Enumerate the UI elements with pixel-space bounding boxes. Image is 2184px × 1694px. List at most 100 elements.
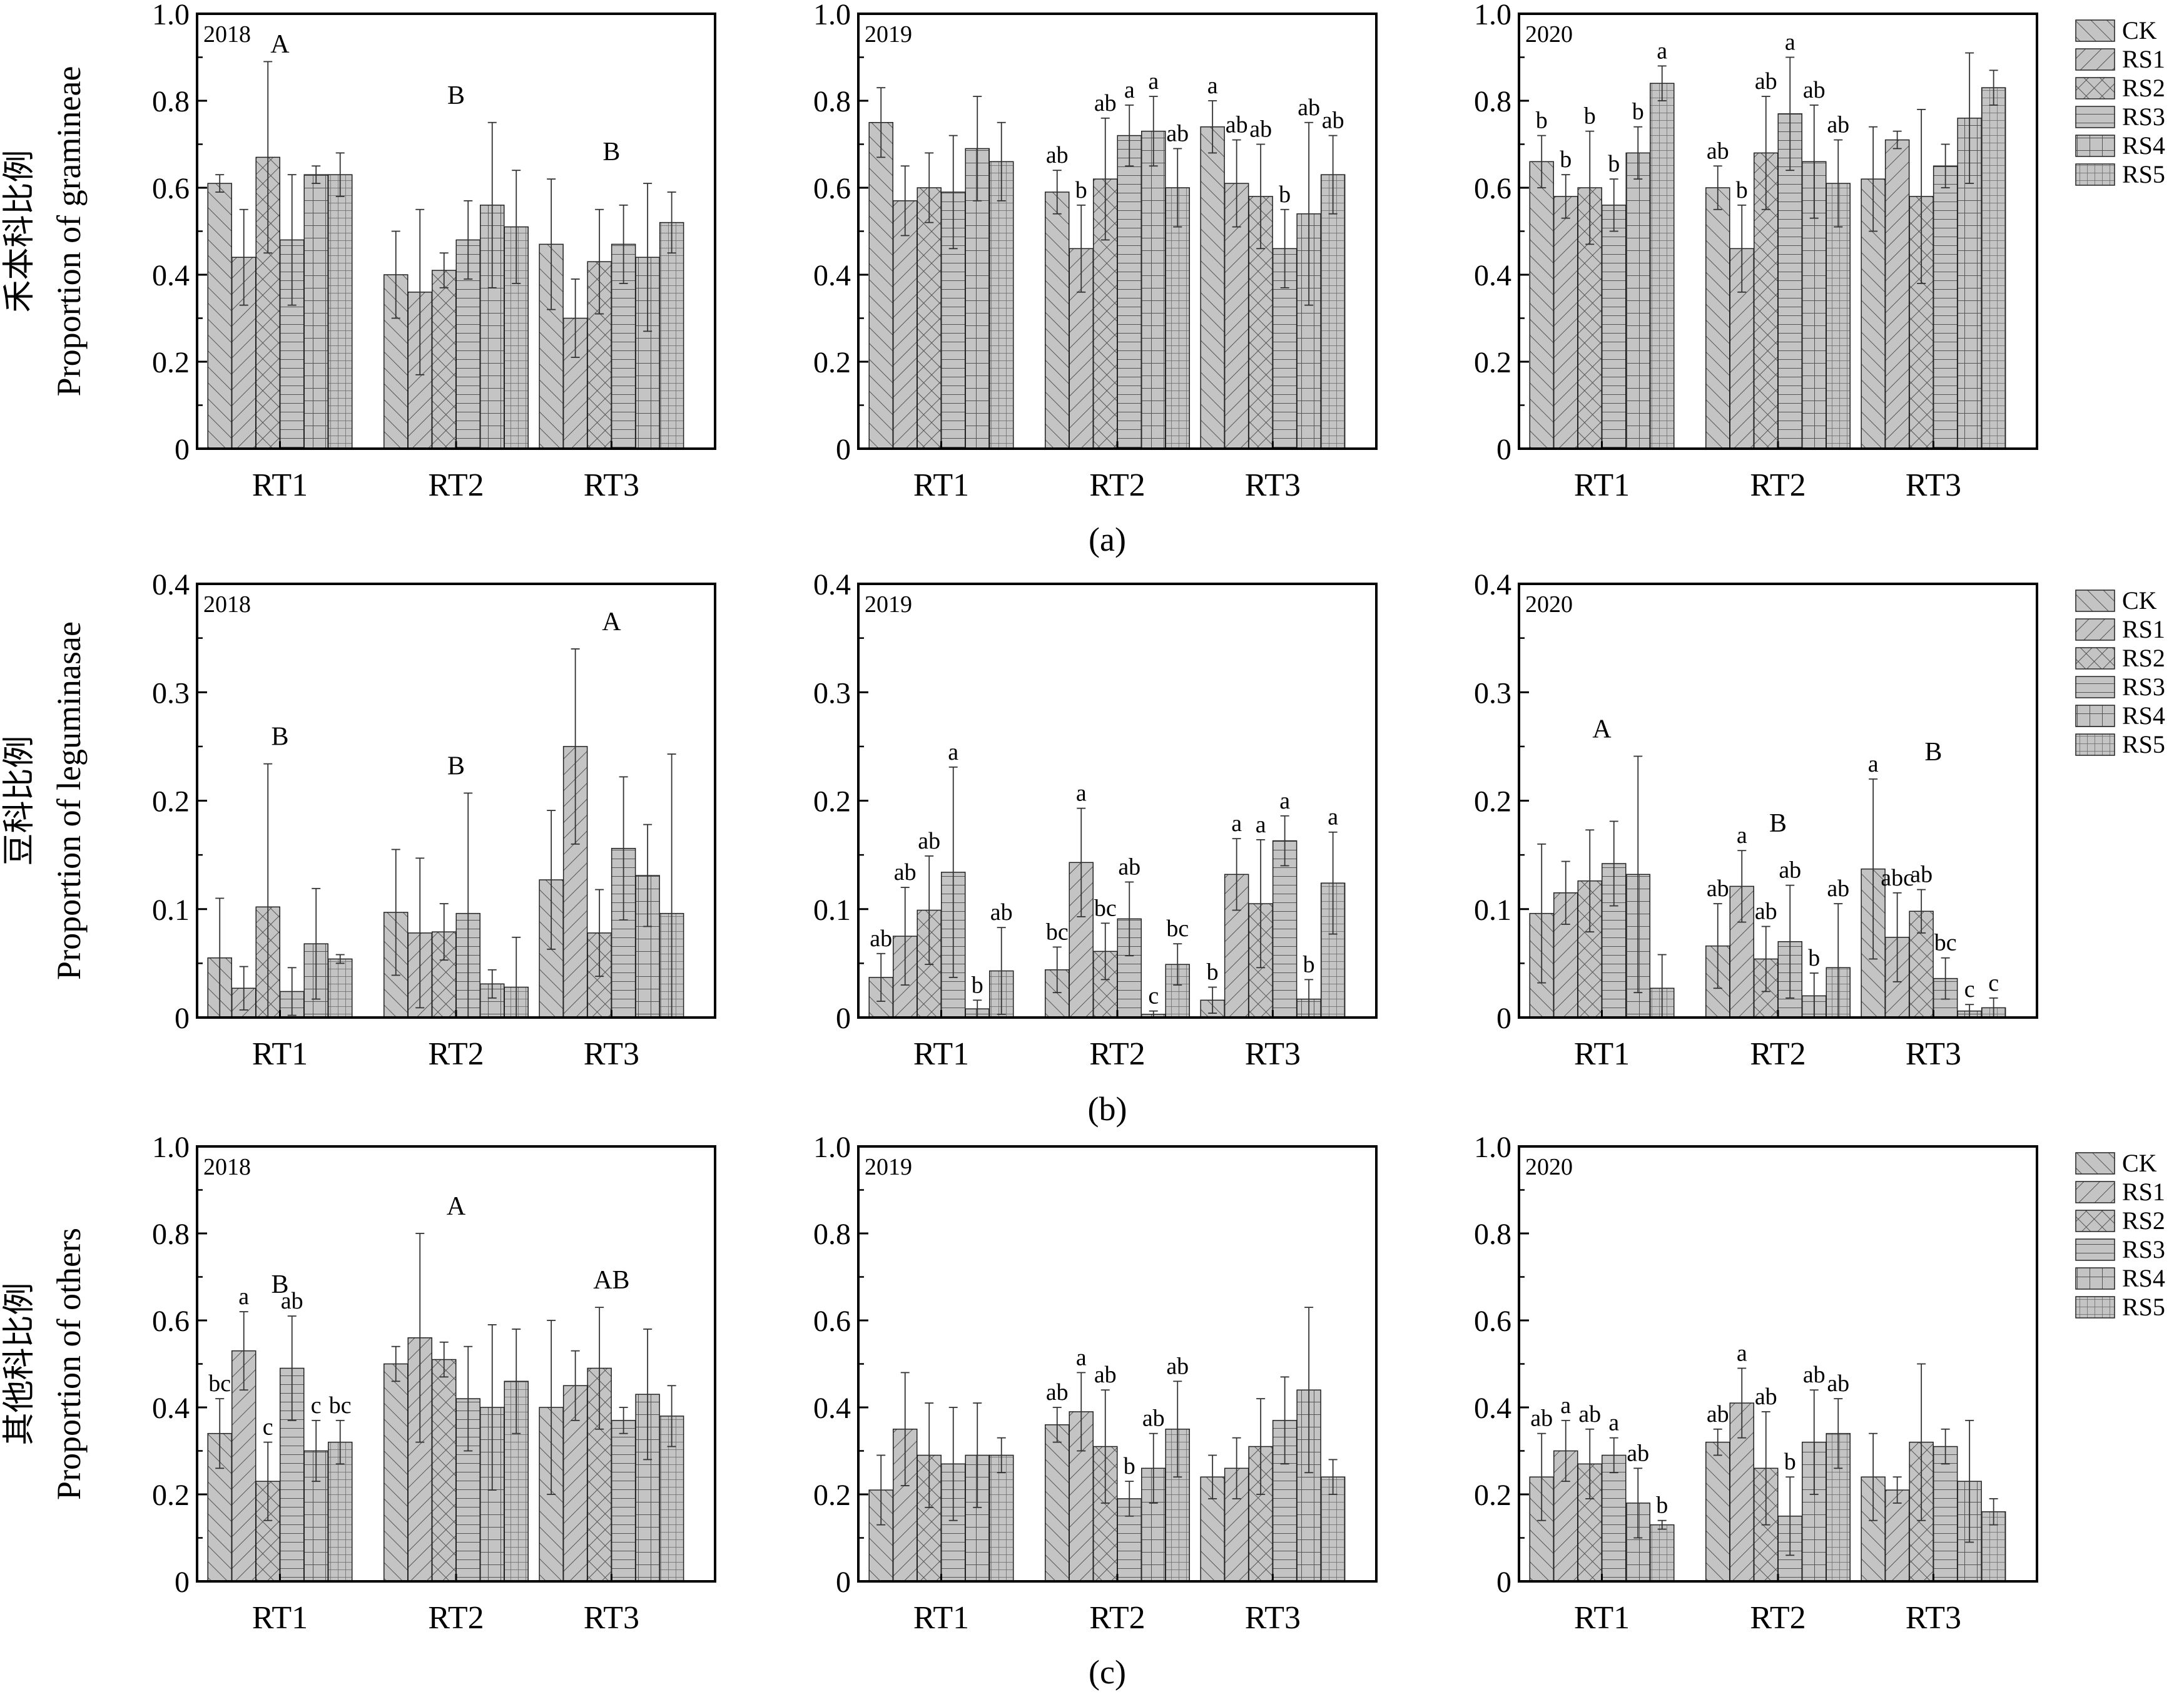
- bar-RT1-RS5: [988, 1454, 1014, 1582]
- y-tick-label: 0: [175, 1566, 190, 1599]
- significance-label: a: [948, 739, 958, 765]
- y-tick-label: 0: [1496, 1566, 1511, 1599]
- legend-label: RS4: [2122, 131, 2165, 160]
- year-label: 2020: [1525, 591, 1573, 618]
- x-tick-label: RT2: [1750, 467, 1806, 503]
- bar-RT1-RS2: [917, 187, 942, 449]
- year-label: 2018: [203, 21, 251, 48]
- legend-label: RS3: [2122, 673, 2165, 701]
- bar-RT3-RS3: [1272, 840, 1298, 1018]
- x-tick-label: RT3: [1906, 1600, 1961, 1636]
- significance-label: b: [1279, 181, 1291, 208]
- y-axis-label-chinese: 禾本科比例: [2, 150, 38, 312]
- y-tick-label: 0.4: [152, 1392, 190, 1425]
- legend-label: RS5: [2122, 1293, 2165, 1321]
- legend-swatch-RS3: [2075, 106, 2115, 128]
- significance-label: ab: [1707, 1401, 1729, 1427]
- significance-label: a: [1207, 73, 1218, 99]
- significance-label: ab: [1910, 862, 1933, 888]
- bar-RT1-RS5: [1649, 1524, 1675, 1582]
- bar-RT3-CK: [1200, 126, 1225, 449]
- y-tick-label: 0.4: [152, 568, 190, 601]
- group-significance-label: B: [1924, 738, 1942, 767]
- bar-RT1-CK: [868, 122, 893, 449]
- significance-label: c: [1148, 983, 1159, 1009]
- x-tick-label: RT1: [913, 1600, 969, 1636]
- y-tick-label: 0.8: [1474, 1218, 1511, 1251]
- legend-label: RS3: [2122, 103, 2165, 131]
- x-tick-label: RT3: [584, 467, 639, 503]
- group-significance-label: AB: [593, 1266, 629, 1295]
- x-tick-label: RT1: [1574, 1600, 1630, 1636]
- significance-label: ab: [1046, 1379, 1069, 1406]
- significance-label: ab: [870, 926, 892, 952]
- bar-RT1-RS4: [303, 174, 328, 449]
- year-label: 2019: [865, 1154, 912, 1180]
- group-significance-label: B: [1769, 809, 1787, 838]
- bar-RT2-CK: [1705, 1441, 1730, 1582]
- significance-label: ab: [1755, 1384, 1777, 1410]
- legend-swatch-CK: [2075, 1152, 2115, 1175]
- significance-label: a: [1231, 810, 1242, 837]
- significance-label: b: [1608, 151, 1620, 177]
- x-tick-label: RT2: [1089, 1036, 1145, 1072]
- bar-RT1-RS1: [1553, 196, 1578, 449]
- bar-RT1-RS3: [1601, 1454, 1627, 1582]
- bar-RT1-RS1: [892, 200, 918, 449]
- group-significance-label: B: [602, 138, 620, 166]
- x-tick-label: RT2: [428, 467, 484, 503]
- panel-b-2018: 0 0.1 0.2 0.3 0.4 B RT1 B RT2 A RT3 2018: [152, 568, 716, 1072]
- significance-label: ab: [1226, 112, 1248, 138]
- bar-RT2-RS5: [1165, 187, 1190, 449]
- x-tick-label: RT1: [252, 467, 308, 503]
- significance-label: ab: [1803, 1362, 1826, 1388]
- y-tick-label: 0.8: [813, 85, 851, 118]
- significance-label: b: [1632, 99, 1644, 125]
- y-tick-label: 0.2: [813, 346, 851, 379]
- bar-RT2-RS2: [432, 1359, 457, 1582]
- y-tick-label: 0.4: [813, 1392, 851, 1425]
- significance-label: b: [1303, 951, 1315, 977]
- significance-label: a: [1279, 788, 1290, 814]
- significance-label: ab: [1298, 94, 1320, 121]
- y-tick-label: 0.1: [813, 894, 851, 927]
- significance-label: ab: [894, 859, 917, 885]
- x-tick-label: RT3: [584, 1036, 639, 1072]
- y-tick-label: 0.6: [1474, 1305, 1511, 1338]
- significance-label: ab: [1118, 854, 1140, 880]
- y-tick-label: 0.6: [813, 172, 851, 205]
- x-tick-label: RT3: [1906, 467, 1961, 503]
- x-tick-label: RT2: [428, 1600, 484, 1636]
- bar-RT1-RS5: [327, 174, 353, 449]
- bar-RT3-RS1: [1884, 139, 1910, 449]
- y-tick-label: 0.2: [152, 346, 190, 379]
- year-label: 2018: [203, 591, 251, 618]
- significance-label: c: [1964, 976, 1975, 1003]
- significance-label: bc: [208, 1370, 231, 1397]
- significance-label: ab: [1530, 1406, 1553, 1432]
- group-significance-label: A: [602, 608, 621, 636]
- y-tick-label: 0.3: [813, 676, 851, 710]
- axes-frame: [857, 1145, 1378, 1583]
- significance-label: b: [1656, 1492, 1668, 1519]
- bar-RT2-CK: [1705, 187, 1730, 449]
- y-tick-label: 1.0: [813, 0, 851, 31]
- panel-caption: (a): [1089, 521, 1126, 558]
- x-tick-label: RT3: [1245, 1036, 1301, 1072]
- year-label: 2019: [865, 591, 912, 618]
- significance-label: c: [263, 1414, 273, 1441]
- legend-swatch-RS3: [2075, 1238, 2115, 1261]
- group-significance-label: A: [447, 1192, 466, 1221]
- significance-label: ab: [1094, 1362, 1117, 1388]
- bar-RT3-RS1: [1884, 1489, 1910, 1582]
- legend-label: CK: [2122, 586, 2157, 615]
- y-tick-label: 0.8: [813, 1218, 851, 1251]
- bar-RT3-RS1: [1224, 183, 1249, 449]
- y-tick-label: 0.8: [152, 1218, 190, 1251]
- legend-swatch-RS1: [2075, 618, 2115, 641]
- y-axis-label: Proportion of leguminasae: [50, 621, 88, 980]
